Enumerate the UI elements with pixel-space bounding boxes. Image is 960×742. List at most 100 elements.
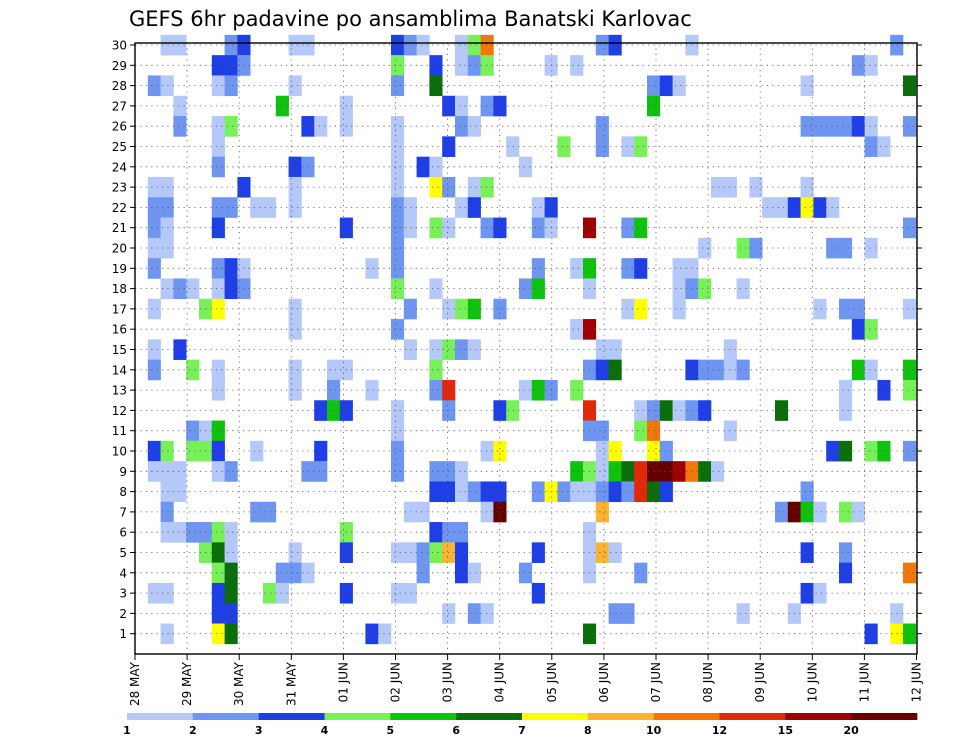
cell-t12-m14 <box>288 359 302 381</box>
cell-t56-m26 <box>851 116 865 137</box>
cell-t12-m5 <box>288 542 302 563</box>
legend-swatch <box>851 713 918 720</box>
cell-t25-m22 <box>455 197 469 218</box>
legend-label: 1 <box>123 724 131 737</box>
cell-t25-m9 <box>455 461 469 482</box>
cell-t31-m5 <box>531 542 545 563</box>
cell-t20-m20 <box>391 237 405 259</box>
cell-t2-m22 <box>160 197 174 218</box>
cell-t38-m19 <box>621 258 635 279</box>
cell-t47-m18 <box>736 278 750 300</box>
cell-t2-m20 <box>160 237 174 259</box>
cell-t3-m15 <box>173 339 187 360</box>
cell-t46-m23 <box>723 176 737 198</box>
cell-t52-m23 <box>800 176 814 198</box>
cell-t37-m9 <box>608 461 622 482</box>
y-tick-label: 27 <box>112 99 127 113</box>
cell-t3-m18 <box>173 278 187 300</box>
cell-t15-m14 <box>327 359 341 381</box>
y-tick-label: 28 <box>112 79 127 93</box>
cell-t38-m17 <box>621 298 635 320</box>
cell-t52-m26 <box>800 116 814 137</box>
cell-t1-m9 <box>147 461 161 482</box>
cell-t25-m30 <box>455 34 469 56</box>
cell-t53-m17 <box>813 298 827 320</box>
cell-t7-m30 <box>224 34 238 56</box>
cell-t23-m21 <box>429 217 443 239</box>
cell-t57-m26 <box>864 116 878 137</box>
cell-t31-m3 <box>531 582 545 604</box>
cell-t6-m25 <box>211 136 225 157</box>
cell-t20-m19 <box>391 258 405 279</box>
legend-label: 5 <box>387 724 395 737</box>
cell-t56-m16 <box>851 319 865 340</box>
cell-t52-m5 <box>800 542 814 563</box>
cell-t7-m26 <box>224 116 238 137</box>
y-tick-label: 24 <box>112 160 127 174</box>
cell-t2-m18 <box>160 278 174 300</box>
cell-t10-m7 <box>263 501 277 523</box>
cell-t10-m3 <box>263 582 277 604</box>
cell-t6-m11 <box>211 420 225 442</box>
y-tick-label: 1 <box>119 627 127 641</box>
legend-swatch <box>324 713 391 720</box>
legend-swatch <box>719 713 786 720</box>
cell-t3-m9 <box>173 461 187 482</box>
plot-frame <box>134 42 918 655</box>
cell-t26-m29 <box>467 55 481 76</box>
cell-t21-m22 <box>403 197 417 218</box>
legend-swatch <box>785 713 852 720</box>
cell-t6-m3 <box>211 582 225 604</box>
cell-t29-m25 <box>506 136 520 157</box>
cell-t36-m25 <box>595 136 609 157</box>
y-tick-label: 3 <box>119 587 127 601</box>
cell-t23-m5 <box>429 542 443 563</box>
cell-t58-m13 <box>877 379 891 401</box>
cell-t34-m8 <box>570 481 584 503</box>
cell-t38-m21 <box>621 217 635 239</box>
cell-t20-m9 <box>391 461 405 482</box>
cell-t46-m14 <box>723 359 737 381</box>
cell-t37-m8 <box>608 481 622 503</box>
y-tick-label: 10 <box>112 445 127 459</box>
cell-t2-m23 <box>160 176 174 198</box>
cell-t50-m22 <box>775 197 789 218</box>
cell-t36-m15 <box>595 339 609 360</box>
cell-t20-m29 <box>391 55 405 76</box>
legend-label: 15 <box>778 724 793 737</box>
cell-t26-m15 <box>467 339 481 360</box>
cell-t2-m9 <box>160 461 174 482</box>
cell-t46-m11 <box>723 420 737 442</box>
y-tick-label: 22 <box>112 201 127 215</box>
cell-t50-m12 <box>775 400 789 421</box>
x-tick-label: 07 JUN <box>649 662 663 702</box>
cell-t26-m4 <box>467 562 481 584</box>
cell-t46-m15 <box>723 339 737 360</box>
cell-t21-m7 <box>403 501 417 523</box>
cell-t39-m21 <box>634 217 648 239</box>
cell-t39-m12 <box>634 400 648 421</box>
cell-t48-m23 <box>749 176 763 198</box>
cell-t9-m10 <box>250 440 264 462</box>
cell-t25-m8 <box>455 481 469 503</box>
cell-t57-m29 <box>864 55 878 76</box>
cell-t42-m28 <box>672 75 686 97</box>
cell-t55-m20 <box>839 237 853 259</box>
x-tick-label: 09 JUN <box>753 662 767 702</box>
cell-t38-m25 <box>621 136 635 157</box>
cell-t34-m9 <box>570 461 584 482</box>
y-tick-label: 2 <box>119 607 127 621</box>
cell-t20-m12 <box>391 400 405 421</box>
cell-t60-m14 <box>903 359 917 381</box>
cell-t20-m30 <box>391 34 405 56</box>
x-tick-label: 28 MAY <box>128 661 142 706</box>
cell-t12-m13 <box>288 379 302 401</box>
cell-t6-m10 <box>211 440 225 462</box>
cell-t6-m4 <box>211 562 225 584</box>
cell-t20-m21 <box>391 217 405 239</box>
cell-t26-m26 <box>467 116 481 137</box>
cell-t12-m22 <box>288 197 302 218</box>
cell-t33-m25 <box>557 136 571 157</box>
y-tick-label: 11 <box>112 424 127 438</box>
cell-t6-m5 <box>211 542 225 563</box>
